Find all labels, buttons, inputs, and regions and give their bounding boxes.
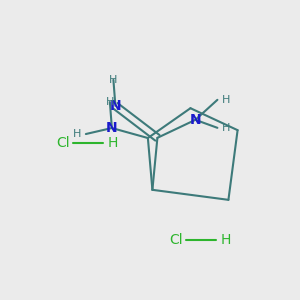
Text: H: H <box>221 233 231 247</box>
Text: N: N <box>110 99 121 113</box>
Text: H: H <box>222 95 231 105</box>
Text: N: N <box>190 113 201 127</box>
Text: H: H <box>106 97 114 107</box>
Text: H: H <box>109 75 118 85</box>
Text: H: H <box>73 129 81 139</box>
Text: H: H <box>222 123 231 133</box>
Text: Cl: Cl <box>56 136 70 150</box>
Text: N: N <box>106 121 118 135</box>
Text: H: H <box>108 136 118 150</box>
Text: Cl: Cl <box>169 233 183 247</box>
